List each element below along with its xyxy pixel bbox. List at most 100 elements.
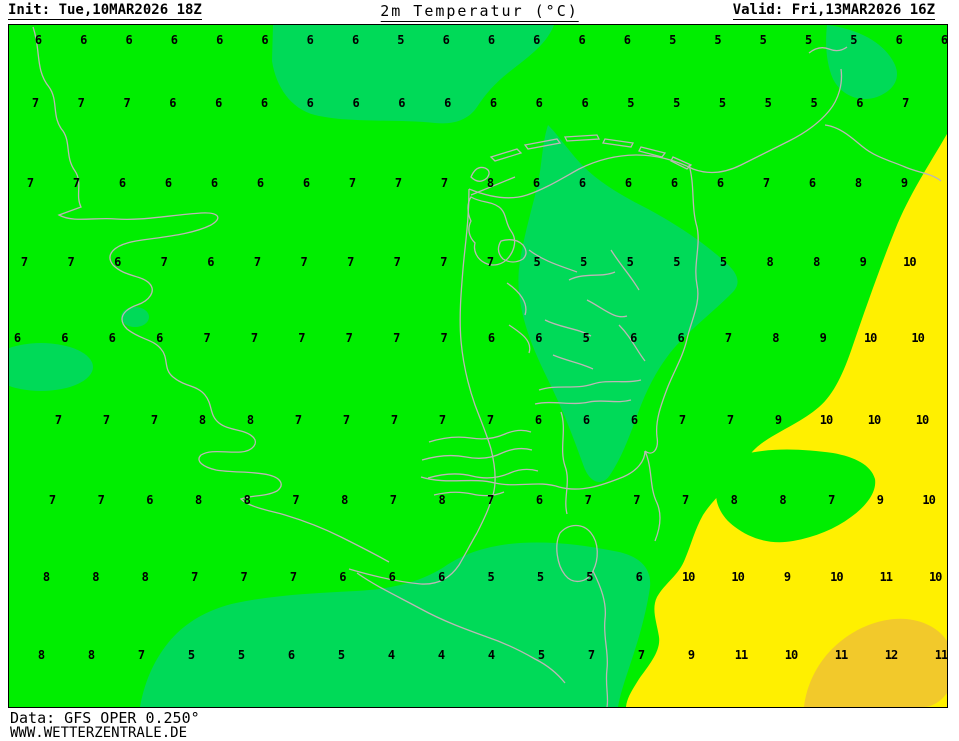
- data-source-label: Data: GFS OPER 0.250°: [10, 709, 200, 727]
- temp-value: 6: [216, 33, 223, 47]
- temp-value: 11: [834, 648, 848, 662]
- temp-value: 4: [487, 648, 495, 662]
- temp-value: 4: [437, 648, 445, 662]
- temp-value: 6: [442, 33, 450, 47]
- map-svg: [9, 25, 947, 707]
- temp-value: 10: [867, 413, 881, 427]
- temp-value: 7: [486, 413, 494, 427]
- temp-value: 6: [856, 96, 863, 110]
- temp-band-9-12-region: [626, 134, 947, 707]
- temp-value: 6: [398, 96, 405, 110]
- temp-value: 12: [884, 648, 898, 662]
- temp-value: 6: [630, 331, 637, 345]
- temp-value: 6: [256, 176, 264, 190]
- temp-value: 6: [215, 96, 222, 110]
- temp-value: 8: [438, 493, 445, 507]
- temp-value: 7: [191, 570, 198, 584]
- temp-value: 7: [20, 255, 28, 269]
- temp-value: 7: [253, 255, 261, 269]
- temp-value: 7: [203, 331, 210, 345]
- temp-value: 5: [764, 96, 772, 110]
- temp-value: 5: [810, 96, 817, 110]
- temp-value: 5: [187, 648, 195, 662]
- temp-value: 6: [487, 331, 495, 345]
- valid-time-label: Valid: Fri,13MAR2026 16Z: [732, 2, 935, 20]
- temp-value: 10: [681, 570, 695, 584]
- temp-value: 7: [150, 413, 158, 427]
- temp-value: 6: [351, 33, 359, 47]
- temperature-values-layer: 6 6 6 6 6 6 6 6 5 6 6 6 6 6 5 5 5 5 5 6 6 7 7 7 6 6 6 6 6 6 6 6 6 6 5 5 5 5 5 6…: [9, 25, 947, 707]
- temp-value: 6: [635, 570, 643, 584]
- temp-value: 10: [911, 331, 924, 345]
- temp-value: 7: [240, 570, 247, 584]
- temp-value: 10: [731, 570, 744, 584]
- temp-value: 5: [718, 96, 726, 110]
- temp-value: 5: [586, 570, 593, 584]
- temp-value: 7: [681, 493, 689, 507]
- temp-value: 6: [677, 331, 684, 345]
- temp-value: 8: [194, 493, 202, 507]
- temp-value: 11: [879, 570, 893, 584]
- temp-value: 7: [342, 413, 350, 427]
- temp-value: 6: [581, 96, 588, 110]
- temp-value: 6: [895, 33, 903, 47]
- temp-value: 10: [863, 331, 877, 345]
- temp-value: 6: [114, 255, 121, 269]
- temp-value: 6: [146, 493, 153, 507]
- temp-value: 9: [783, 570, 791, 584]
- temp-value: 7: [123, 96, 130, 110]
- temp-value: 7: [289, 570, 297, 584]
- temp-value: 6: [125, 33, 132, 47]
- temp-value: 7: [137, 648, 145, 662]
- temp-value: 7: [294, 413, 302, 427]
- temp-tongue-region: [715, 449, 876, 543]
- coastlines: [32, 26, 942, 707]
- temp-value: 7: [393, 331, 400, 345]
- temp-value: 6: [716, 176, 724, 190]
- temp-value: 8: [730, 493, 738, 507]
- temp-value: 7: [390, 413, 398, 427]
- temp-value: 7: [726, 413, 734, 427]
- temp-value: 6: [260, 96, 268, 110]
- temp-value: 6: [287, 648, 295, 662]
- temp-value: 6: [534, 413, 542, 427]
- temp-value: 6: [61, 331, 68, 345]
- temp-value: 7: [438, 413, 446, 427]
- temp-value: 7: [292, 493, 299, 507]
- temp-value: 6: [170, 33, 178, 47]
- temp-value: 5: [673, 96, 680, 110]
- temp-value: 5: [850, 33, 857, 47]
- temp-value: 5: [759, 33, 767, 47]
- temp-value: 6: [535, 331, 542, 345]
- temp-value: 5: [582, 331, 590, 345]
- temp-value: 8: [813, 255, 820, 269]
- temp-value: 7: [440, 331, 447, 345]
- temp-value: 7: [486, 255, 494, 269]
- temp-band-3-6-regions: [9, 25, 897, 707]
- temp-value: 10: [922, 493, 935, 507]
- temp-value: 7: [67, 255, 74, 269]
- temp-value: 6: [623, 33, 631, 47]
- temp-value: 6: [210, 176, 218, 190]
- temp-value: 6: [118, 176, 126, 190]
- temp-value: 5: [669, 33, 676, 47]
- temp-value: 7: [48, 493, 56, 507]
- temp-value: 7: [160, 255, 168, 269]
- temp-value: 7: [347, 255, 354, 269]
- temp-value: 4: [387, 648, 395, 662]
- temp-value: 10: [915, 413, 929, 427]
- temp-value: 6: [388, 570, 396, 584]
- temp-value: 5: [627, 96, 634, 110]
- init-time-label: Init: Tue,10MAR2026 18Z: [8, 2, 202, 20]
- temp-value: 6: [207, 255, 214, 269]
- temp-value: 8: [854, 176, 862, 190]
- temp-value: 7: [487, 493, 494, 507]
- temp-value: 7: [828, 493, 835, 507]
- temp-value: 7: [393, 255, 401, 269]
- temp-value: 5: [487, 570, 494, 584]
- temp-value: 6: [578, 33, 585, 47]
- temp-value: 7: [345, 331, 353, 345]
- temp-value: 8: [486, 176, 494, 190]
- temp-value: 6: [940, 33, 948, 47]
